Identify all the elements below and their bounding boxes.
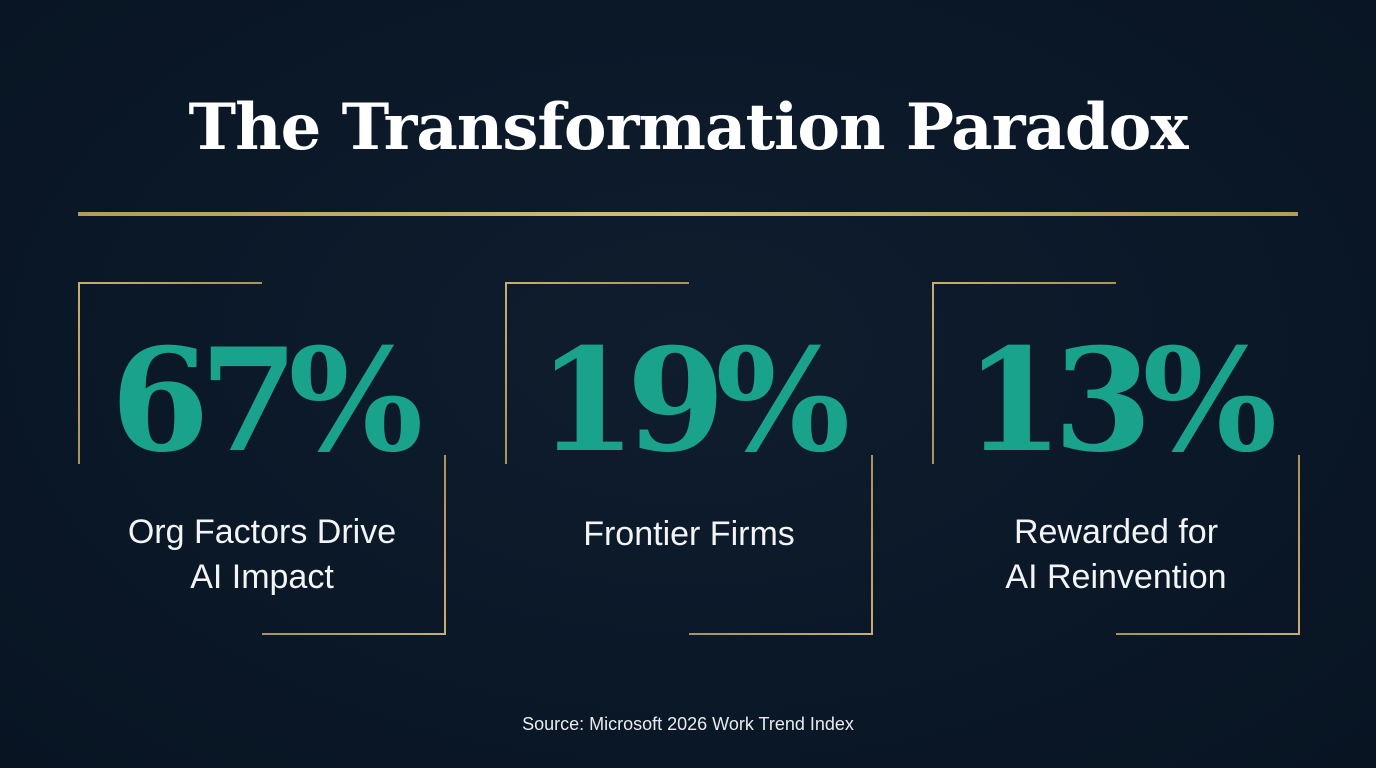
stat-value: 13%: [964, 318, 1278, 484]
stat-label: Rewarded for AI Reinvention: [932, 510, 1300, 600]
corner-bracket-bottom-right: [1116, 455, 1300, 635]
corner-bracket-bottom-right: [262, 455, 446, 635]
corner-bracket-top-left: [78, 282, 262, 464]
stat-card-ai-reinvention: 13% Rewarded for AI Reinvention: [932, 282, 1300, 635]
corner-bracket-top-left: [932, 282, 1116, 464]
source-citation: Source: Microsoft 2026 Work Trend Index: [522, 714, 854, 734]
corner-bracket-bottom-right: [689, 455, 873, 635]
stat-label-line-2: AI Reinvention: [1005, 558, 1227, 596]
stat-label-line-1: Org Factors Drive: [127, 513, 397, 551]
stat-value: 67%: [110, 318, 424, 484]
stat-label-line-1: Rewarded for: [1013, 513, 1219, 551]
stat-label: Org Factors Drive AI Impact: [78, 510, 446, 600]
stat-card-frontier-firms: 19% Frontier Firms: [505, 282, 873, 635]
page-title: The Transformation Paradox: [188, 90, 1188, 165]
stat-label-line-2: AI Impact: [190, 558, 334, 596]
stat-label: Frontier Firms: [505, 512, 873, 557]
stat-label-line-1: Frontier Firms: [583, 515, 795, 553]
title-divider: [78, 212, 1298, 216]
corner-bracket-top-left: [505, 282, 689, 464]
stat-card-org-factors: 67% Org Factors Drive AI Impact: [78, 282, 446, 635]
stat-value: 19%: [537, 318, 851, 484]
